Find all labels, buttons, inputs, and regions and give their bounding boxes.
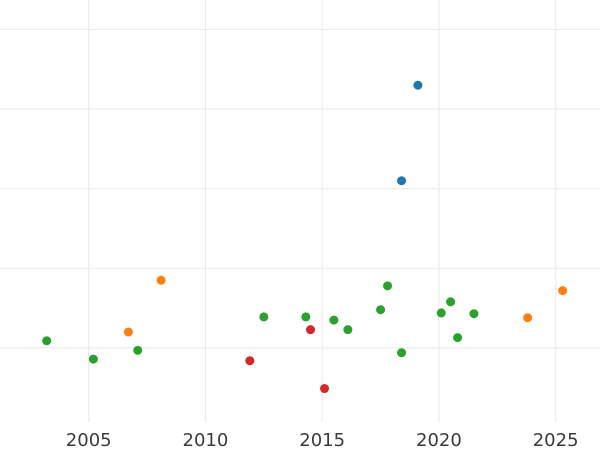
x-tick-label: 2020 [416, 430, 462, 450]
data-point-green-series [133, 345, 143, 355]
data-point-orange-series [558, 286, 568, 296]
data-point-green-series [376, 305, 386, 315]
data-point-green-series [383, 281, 393, 291]
data-point-green-series [301, 312, 311, 322]
data-point-green-series [343, 325, 353, 335]
data-point-orange-series [123, 327, 133, 337]
data-point-red-series [306, 325, 316, 335]
x-tick-label: 2025 [533, 430, 579, 450]
data-point-red-series [245, 356, 255, 366]
data-point-red-series [320, 384, 330, 394]
data-point-green-series [453, 333, 463, 343]
data-point-green-series [436, 308, 446, 318]
data-point-green-series [329, 315, 339, 325]
data-point-orange-series [523, 313, 533, 323]
data-point-green-series [446, 297, 456, 307]
data-point-green-series [397, 348, 407, 358]
x-tick-label: 2005 [66, 430, 112, 450]
data-point-blue-series [413, 80, 423, 90]
data-point-green-series [469, 309, 479, 319]
x-tick-label: 2015 [299, 430, 345, 450]
data-point-green-series [259, 312, 269, 322]
x-tick-label: 2010 [183, 430, 229, 450]
data-point-green-series [88, 354, 98, 364]
data-point-orange-series [156, 275, 166, 285]
data-point-blue-series [397, 176, 407, 186]
data-point-green-series [42, 336, 52, 346]
